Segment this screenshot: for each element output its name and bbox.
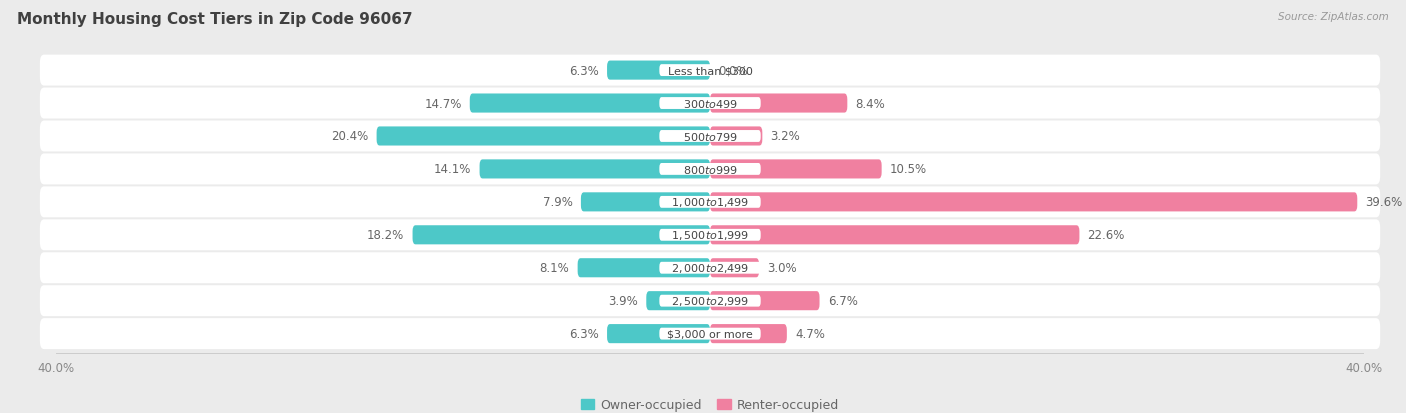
FancyBboxPatch shape: [710, 127, 762, 146]
FancyBboxPatch shape: [659, 65, 761, 77]
FancyBboxPatch shape: [39, 220, 1381, 251]
FancyBboxPatch shape: [659, 197, 761, 208]
Text: 6.3%: 6.3%: [569, 64, 599, 77]
FancyBboxPatch shape: [659, 131, 761, 142]
Text: 39.6%: 39.6%: [1365, 196, 1403, 209]
Text: 3.9%: 3.9%: [609, 294, 638, 307]
Text: Less than $300: Less than $300: [668, 66, 752, 76]
Text: $1,500 to $1,999: $1,500 to $1,999: [671, 229, 749, 242]
Text: $300 to $499: $300 to $499: [682, 98, 738, 110]
Text: 4.7%: 4.7%: [794, 328, 825, 340]
FancyBboxPatch shape: [39, 154, 1381, 185]
FancyBboxPatch shape: [39, 187, 1381, 218]
FancyBboxPatch shape: [647, 292, 710, 311]
Text: 0.0%: 0.0%: [718, 64, 748, 77]
Text: $2,000 to $2,499: $2,000 to $2,499: [671, 261, 749, 275]
Text: 10.5%: 10.5%: [890, 163, 927, 176]
FancyBboxPatch shape: [39, 253, 1381, 284]
Text: 6.7%: 6.7%: [828, 294, 858, 307]
FancyBboxPatch shape: [581, 193, 710, 212]
FancyBboxPatch shape: [39, 88, 1381, 119]
FancyBboxPatch shape: [710, 259, 759, 278]
FancyBboxPatch shape: [479, 160, 710, 179]
FancyBboxPatch shape: [39, 121, 1381, 152]
FancyBboxPatch shape: [659, 98, 761, 110]
Text: 3.2%: 3.2%: [770, 130, 800, 143]
Text: 14.7%: 14.7%: [425, 97, 461, 110]
FancyBboxPatch shape: [39, 318, 1381, 349]
FancyBboxPatch shape: [659, 295, 761, 307]
FancyBboxPatch shape: [659, 328, 761, 340]
Text: 8.1%: 8.1%: [540, 261, 569, 275]
FancyBboxPatch shape: [412, 225, 710, 245]
Legend: Owner-occupied, Renter-occupied: Owner-occupied, Renter-occupied: [575, 393, 845, 413]
FancyBboxPatch shape: [470, 94, 710, 113]
Text: 6.3%: 6.3%: [569, 328, 599, 340]
Text: Source: ZipAtlas.com: Source: ZipAtlas.com: [1278, 12, 1389, 22]
FancyBboxPatch shape: [710, 193, 1357, 212]
Text: $500 to $799: $500 to $799: [682, 131, 738, 142]
Text: 7.9%: 7.9%: [543, 196, 572, 209]
FancyBboxPatch shape: [659, 262, 761, 274]
Text: 8.4%: 8.4%: [855, 97, 886, 110]
FancyBboxPatch shape: [659, 164, 761, 176]
FancyBboxPatch shape: [607, 324, 710, 343]
FancyBboxPatch shape: [39, 55, 1381, 86]
Text: 20.4%: 20.4%: [332, 130, 368, 143]
FancyBboxPatch shape: [710, 292, 820, 311]
Text: $3,000 or more: $3,000 or more: [668, 329, 752, 339]
FancyBboxPatch shape: [710, 94, 848, 113]
FancyBboxPatch shape: [710, 324, 787, 343]
Text: 18.2%: 18.2%: [367, 229, 405, 242]
FancyBboxPatch shape: [659, 229, 761, 241]
FancyBboxPatch shape: [710, 160, 882, 179]
FancyBboxPatch shape: [607, 62, 710, 81]
Text: Monthly Housing Cost Tiers in Zip Code 96067: Monthly Housing Cost Tiers in Zip Code 9…: [17, 12, 412, 27]
Text: 22.6%: 22.6%: [1088, 229, 1125, 242]
Text: $800 to $999: $800 to $999: [682, 164, 738, 176]
Text: 14.1%: 14.1%: [434, 163, 471, 176]
FancyBboxPatch shape: [710, 225, 1080, 245]
Text: $2,500 to $2,999: $2,500 to $2,999: [671, 294, 749, 307]
FancyBboxPatch shape: [39, 285, 1381, 316]
Text: 3.0%: 3.0%: [768, 261, 797, 275]
Text: $1,000 to $1,499: $1,000 to $1,499: [671, 196, 749, 209]
FancyBboxPatch shape: [377, 127, 710, 146]
FancyBboxPatch shape: [578, 259, 710, 278]
